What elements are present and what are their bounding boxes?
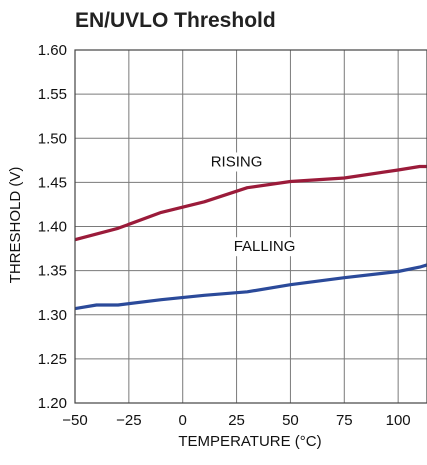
x-axis-label: TEMPERATURE (°C)	[178, 433, 321, 450]
series-labels: RISING FALLING	[204, 152, 301, 257]
y-tick-label: 1.30	[38, 307, 67, 324]
series-label-rising: RISING	[204, 152, 269, 172]
y-tick-label: 1.45	[38, 174, 67, 191]
x-tick-label: 25	[228, 412, 245, 429]
y-tick-label: 1.55	[38, 86, 67, 103]
x-tick-label: 100	[386, 412, 411, 429]
y-tick-label: 1.40	[38, 219, 67, 236]
series-label-falling: FALLING	[228, 237, 301, 257]
series-label-text: FALLING	[234, 238, 296, 255]
chart-title: EN/UVLO Threshold	[75, 9, 276, 32]
x-tick-label: 50	[282, 412, 299, 429]
y-tick-label: 1.35	[38, 263, 67, 280]
x-tick-label: −50	[62, 412, 87, 429]
y-axis-label: THRESHOLD (V)	[7, 167, 24, 284]
grid-lines	[75, 50, 427, 403]
x-tick-label: 0	[179, 412, 187, 429]
series-line-falling	[75, 263, 427, 311]
x-tick-labels: −50−250255075100125	[62, 412, 411, 429]
y-tick-label: 1.60	[38, 42, 67, 59]
plot-frame	[74, 49, 427, 404]
y-tick-label: 1.25	[38, 351, 67, 368]
x-tick-label: −25	[116, 412, 141, 429]
series-label-bg	[204, 152, 269, 172]
series-line-rising	[75, 164, 427, 242]
y-tick-labels: 1.20 1.25 1.30 1.35 1.40 1.45 1.50 1.55 1.60	[38, 42, 67, 412]
x-tick-label: 75	[336, 412, 353, 429]
y-tick-label: 1.20	[38, 395, 67, 412]
series-label-text: RISING	[211, 153, 263, 170]
series-label-bg	[228, 237, 301, 257]
series-lines	[75, 164, 427, 311]
y-tick-label: 1.50	[38, 130, 67, 147]
